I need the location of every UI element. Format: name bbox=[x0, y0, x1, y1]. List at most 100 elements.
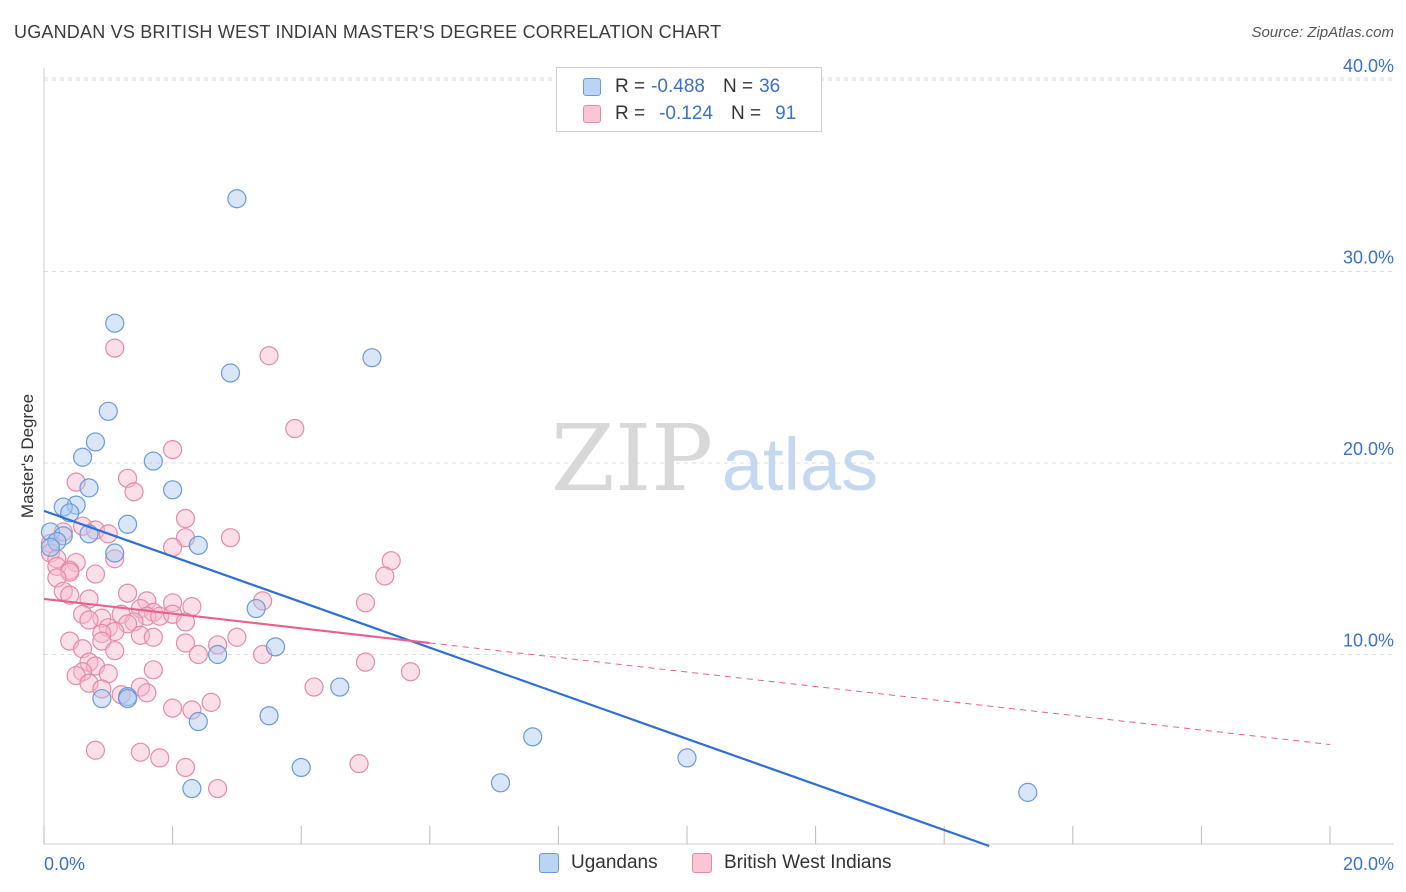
bwi-point bbox=[137, 683, 157, 703]
tick-labels: 10.0% 20.0% 30.0% 40.0% 0.0% 20.0% bbox=[44, 56, 1394, 874]
bwi-point bbox=[227, 627, 247, 647]
bwi-point bbox=[143, 660, 163, 680]
ugandan-points bbox=[40, 189, 1038, 802]
bwi-point bbox=[163, 698, 183, 718]
n-value: 91 bbox=[775, 103, 797, 124]
bwi-point bbox=[285, 418, 305, 439]
bwi-point bbox=[400, 662, 421, 682]
correlation-legend: R = -0.488 N = 36 R = -0.124 N = 91 bbox=[556, 67, 822, 132]
bwi-point bbox=[72, 516, 93, 536]
bwi-point bbox=[349, 754, 369, 774]
r-value: -0.124 bbox=[659, 103, 713, 124]
watermark-atlas: atlas bbox=[722, 423, 878, 506]
bwi-point bbox=[375, 566, 395, 586]
bwi-point bbox=[175, 612, 196, 632]
ugandan-point bbox=[117, 514, 138, 534]
ugandan-point bbox=[188, 711, 208, 732]
y-tick-label: 20.0% bbox=[1343, 439, 1394, 459]
bwi-point bbox=[105, 641, 125, 661]
ugandan-point bbox=[117, 688, 138, 709]
n-value: 36 bbox=[759, 76, 781, 97]
ugandan-point bbox=[40, 537, 61, 557]
bwi-point bbox=[124, 482, 144, 502]
bwi-point bbox=[175, 633, 196, 653]
bwi-point bbox=[182, 700, 202, 720]
ugandan-point bbox=[85, 432, 106, 452]
bwi-point bbox=[220, 528, 241, 548]
ugandan-point bbox=[677, 748, 697, 768]
bwi-point bbox=[175, 757, 196, 778]
y-tick-label: 40.0% bbox=[1343, 56, 1394, 76]
watermark: ZIP atlas bbox=[551, 405, 878, 512]
ugandan-point bbox=[265, 637, 286, 657]
ugandan-point bbox=[259, 706, 279, 726]
ugandan-point bbox=[79, 478, 99, 498]
legend-row-ugandans: R = -0.488 N = 36 bbox=[583, 74, 780, 100]
ugandan-point bbox=[105, 313, 125, 333]
bwi-point bbox=[105, 338, 125, 358]
bwi-point bbox=[163, 439, 183, 460]
bwi-point bbox=[66, 552, 86, 573]
ugandan-point bbox=[163, 480, 183, 500]
legend-item-ugandans[interactable]: Ugandans bbox=[539, 852, 658, 874]
y-axis-label: Master's Degree bbox=[18, 394, 37, 518]
r-label: R = bbox=[615, 103, 646, 124]
r-value: -0.488 bbox=[651, 76, 705, 97]
bwi-point bbox=[259, 346, 279, 366]
bwi-point bbox=[163, 593, 183, 613]
ugandan-point bbox=[98, 401, 118, 421]
bwi-point bbox=[188, 644, 208, 665]
bwi-point bbox=[105, 549, 125, 569]
ugandan-swatch bbox=[539, 853, 559, 873]
bwi-point bbox=[92, 623, 112, 644]
ugandan-point bbox=[220, 363, 241, 383]
bwi-point bbox=[60, 585, 80, 605]
ugandan-point bbox=[105, 543, 125, 563]
ugandan-point bbox=[523, 727, 543, 747]
n-label: N = bbox=[722, 76, 754, 97]
bwi-swatch bbox=[692, 853, 712, 873]
ugandan-point bbox=[362, 348, 382, 368]
bwi-point bbox=[117, 583, 138, 603]
r-label: R = bbox=[615, 76, 646, 97]
ugandan-swatch bbox=[583, 78, 601, 96]
ugandan-point bbox=[143, 451, 163, 471]
trend-lines bbox=[43, 509, 1331, 848]
bwi-point bbox=[47, 549, 67, 569]
ugandan-point bbox=[182, 778, 202, 799]
source-label: Source: ZipAtlas.com bbox=[1251, 24, 1394, 41]
ugandan-trend-line bbox=[43, 509, 990, 848]
ugandan-point bbox=[490, 773, 511, 793]
ugandan-point bbox=[92, 688, 112, 709]
bwi-point bbox=[130, 742, 151, 762]
n-label: N = bbox=[730, 103, 762, 124]
bwi-point bbox=[85, 740, 106, 760]
ugandan-point bbox=[188, 535, 208, 555]
ugandan-point bbox=[1018, 782, 1038, 802]
gridlines bbox=[44, 77, 1394, 655]
legend-item-bwi[interactable]: British West Indians bbox=[692, 852, 892, 874]
bwi-point bbox=[150, 748, 170, 768]
bwi-point bbox=[253, 591, 273, 611]
bwi-point bbox=[201, 692, 221, 712]
ugandan-point bbox=[72, 447, 93, 467]
bwi-point bbox=[355, 593, 376, 613]
bwi-point bbox=[85, 564, 106, 584]
bwi-point bbox=[92, 631, 112, 651]
axes bbox=[43, 68, 1394, 845]
ugandan-point bbox=[246, 598, 266, 619]
y-tick-label: 10.0% bbox=[1343, 631, 1394, 651]
ugandan-point bbox=[227, 189, 247, 209]
x-tick-label: 0.0% bbox=[44, 854, 85, 874]
y-tick-label: 30.0% bbox=[1343, 248, 1394, 268]
bwi-trend-line bbox=[43, 597, 430, 645]
legend-row-bwi: R = -0.124 N = 91 bbox=[583, 101, 796, 127]
ugandan-point bbox=[330, 677, 350, 697]
bwi-points bbox=[40, 338, 421, 799]
bwi-point bbox=[208, 778, 228, 799]
ugandan-point bbox=[40, 522, 61, 542]
legend-label-bwi: British West Indians bbox=[724, 852, 892, 873]
bwi-point bbox=[355, 652, 376, 672]
bwi-point bbox=[143, 627, 163, 647]
